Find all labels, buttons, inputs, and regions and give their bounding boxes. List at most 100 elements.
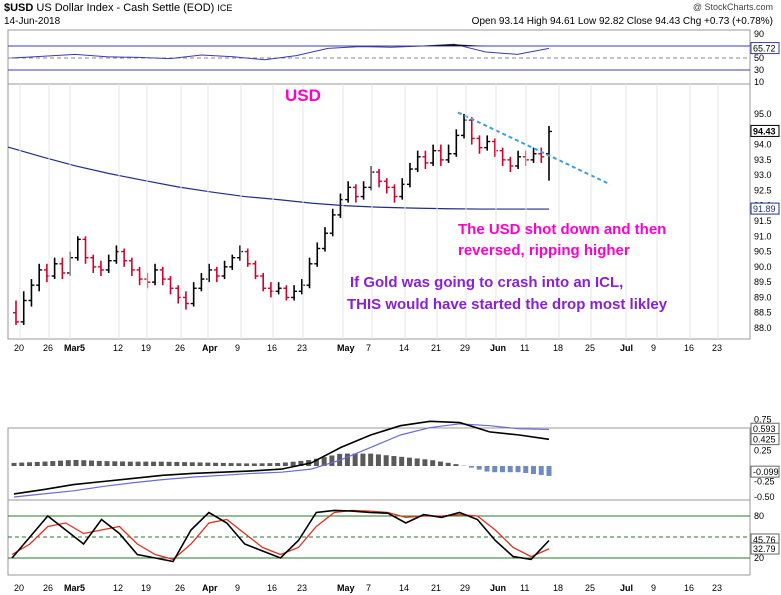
price-bar [90,254,97,273]
price-bar [20,291,27,325]
macd-histogram-bar [399,456,405,466]
ma-value-label: 91.89 [753,204,776,214]
price-bar [152,263,159,286]
macd-histogram-bar [422,459,428,466]
macd-histogram-bar [275,462,281,466]
price-bar [237,245,244,261]
macd-histogram-bar [251,463,257,466]
price-bar [298,279,305,295]
macd-histogram-bar [120,461,126,466]
macd-histogram-bar [515,466,521,473]
macd-histogram-bar [166,461,172,466]
stoch-tick-label: 80 [754,511,764,521]
price-bar [306,257,313,289]
x-tick-label-bottom: 23 [297,583,307,593]
annotation-1: The USD shot down and then [458,221,666,238]
price-tick-label: 91.5 [754,216,772,226]
price-bar [507,156,514,173]
price-bar [260,272,267,292]
macd-histogram-bar [437,461,443,466]
macd-histogram-bar [96,460,102,466]
price-bar [121,248,128,267]
x-tick-label: May [337,343,355,353]
x-tick-label-bottom: 26 [43,583,53,593]
macd-histogram-bar [507,466,513,473]
price-panel [7,83,751,340]
stoch-value-label: 45.76 [753,535,776,545]
x-tick-label-bottom: 16 [267,583,277,593]
stoch-d-line [11,509,550,561]
price-bar [105,254,112,273]
price-bar [360,181,367,200]
macd-histogram-bar [11,462,17,466]
macd-tick-label: 0.75 [754,415,772,425]
symbol: $USD [4,2,34,14]
macd-histogram-bar [104,461,110,466]
price-bar [51,257,58,280]
price-bar [314,242,321,267]
price-tick-label: 88.5 [754,308,772,318]
x-tick-label-bottom: 16 [684,583,694,593]
macd-histogram-bar [58,460,64,466]
macd-histogram-bar [27,462,33,466]
macd-histogram-bar [182,462,188,466]
macd-histogram-bar [112,461,118,466]
macd-histogram-bar [530,466,536,474]
macd-histogram-bar [220,462,226,466]
x-tick-label: 16 [267,343,277,353]
price-bar [352,184,359,203]
price-bar [221,260,228,280]
price-bar [175,285,182,304]
macd-histogram-bar [298,460,304,466]
x-tick-label: 29 [460,343,470,353]
macd-histogram-bar [259,463,265,466]
price-bar [291,285,298,301]
price-bar [422,150,429,170]
stoch-value-badge [750,542,780,555]
price-bar [406,162,413,188]
quote-line: Open 93.14 High 94.61 Low 92.82 Close 94… [471,16,773,27]
x-tick-label: Jul [620,343,633,353]
x-tick-label-bottom: Jul [620,583,633,593]
price-bar [213,266,220,283]
price-bar [329,208,336,237]
x-tick-label: 26 [43,343,53,353]
x-tick-label-bottom: 23 [712,583,722,593]
x-tick-label-bottom: May [337,583,355,593]
price-bar [499,147,506,166]
macd-histogram-bar [383,455,389,466]
macd-histogram-bar [73,459,79,466]
x-tick-label: 16 [684,343,694,353]
price-bar [468,117,475,145]
ma-badge [750,202,780,215]
x-tick-label: 11 [520,343,529,353]
price-bar [136,266,143,286]
price-bar [190,282,197,307]
price-bar [391,184,398,203]
macd-histogram-bar [492,466,498,473]
x-tick-label-bottom: Apr [202,583,218,593]
macd-histogram-bar [476,466,482,470]
x-tick-label: 20 [14,343,24,353]
x-tick-label: 23 [712,343,722,353]
macd-histogram-bar [197,462,203,466]
price-tick-label: 89.5 [754,277,772,287]
macd-histogram-bar [360,453,366,466]
x-tick-label-bottom: 18 [553,583,563,593]
price-bar [383,178,390,194]
macd-histogram-bar [267,463,273,466]
annotation-3: If Gold was going to crash into an ICL, [350,274,623,291]
x-tick-label: 7 [366,343,371,353]
price-title: USD [285,86,321,105]
macd-histogram-bar [546,466,552,476]
macd-histogram-bar [313,458,319,466]
price-bar [530,147,537,163]
price-bar [159,266,166,286]
moving-average-line [7,146,549,210]
price-bar [74,236,81,261]
annotation-2: reversed, ripping higher [458,242,630,259]
x-tick-label-bottom: 14 [399,583,409,593]
macd-histogram-bar [344,453,350,466]
macd-histogram-bar [321,457,327,466]
